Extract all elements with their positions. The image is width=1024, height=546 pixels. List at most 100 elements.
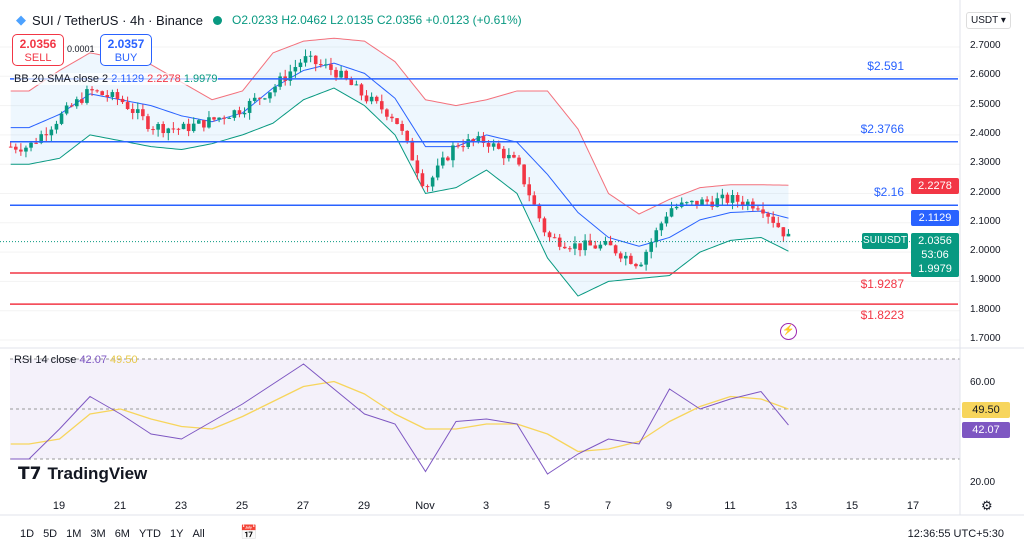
price-axis-label: 1.7000 [970,333,1001,344]
symbol-title[interactable]: SUI / TetherUS · 4h · Binance [32,12,204,28]
candle [547,232,552,238]
candle [507,154,511,159]
candle [242,112,247,115]
candle [156,124,160,130]
candle [451,145,455,161]
range-selector: 1D 5D 1M 3M 6M YTD 1Y All [20,528,205,540]
candle [324,64,328,66]
candle [141,109,145,117]
candle [629,255,633,264]
candle [288,71,293,81]
candle [374,96,379,102]
candle [690,200,694,203]
candle [252,97,257,101]
candle [700,199,704,206]
bb-upper-tag: 2.2278 [911,178,959,194]
candle [390,116,394,119]
bb-basis-line [10,62,789,247]
candle [39,134,43,143]
candle [49,129,54,136]
candle [227,117,232,119]
clock[interactable]: 12:36:55 UTC+5:30 [907,528,1004,540]
candle [80,99,84,103]
candle [598,244,603,249]
candle [400,123,404,131]
candle [430,177,435,187]
rsi-ma-tag: 49.50 [962,402,1010,418]
candle [257,97,262,99]
range-button[interactable]: YTD [138,528,161,540]
candle [532,195,537,205]
candle [354,84,359,86]
candle [557,237,562,247]
ohlc-values: O2.0233 H2.0462 L2.0135 C2.0356 +0.0123 … [232,13,522,27]
candle [583,240,587,251]
tradingview-logo[interactable]: 𝗧𝟳 TradingView [18,464,148,483]
candle [237,110,242,115]
candle [486,142,491,147]
candle [232,110,237,118]
candle [659,223,664,231]
candle [212,117,216,120]
candle [303,56,308,63]
range-button[interactable]: All [192,528,205,540]
candle [344,70,348,79]
date-label: 25 [235,500,249,512]
candle [415,160,420,174]
spread: 0.0001 [67,44,95,54]
candle [385,109,389,117]
range-button[interactable]: 1M [66,528,82,540]
rsi-legend[interactable]: RSI 14 close 42.07 49.50 [14,354,138,366]
candle [176,128,181,130]
buy-button[interactable]: 2.0357 BUY [100,34,152,66]
candle [735,194,740,202]
candle [781,227,786,237]
sell-button[interactable]: 2.0356 SELL [12,34,64,66]
price-axis-label: 1.9000 [970,274,1001,286]
candle [613,245,618,254]
date-label: 5 [543,500,551,512]
lightning-icon[interactable]: ⚡ [780,323,797,340]
candle [263,98,267,100]
candle [34,142,38,144]
date-label: 17 [906,500,920,512]
candle [573,243,577,249]
candle [720,194,725,199]
symbol-tag: SUIUSDT [862,233,908,249]
candle [69,105,74,107]
price-axis-label: 2.3000 [970,157,1001,169]
candle [90,89,94,91]
settings-icon[interactable]: ⚙ [981,498,993,513]
candle [191,123,196,132]
price-axis-label: 2.0000 [970,245,1001,257]
price-level-label: $1.8223 [860,308,904,323]
date-label: 23 [174,500,188,512]
candle [705,199,709,202]
date-label: 29 [357,500,371,512]
range-button[interactable]: 6M [114,528,130,540]
calendar-icon[interactable]: 📅 [240,524,258,540]
candle [85,89,89,103]
range-button[interactable]: 1D [20,528,35,540]
range-button[interactable]: 1Y [169,528,184,540]
price-axis-label: 2.1000 [970,215,1001,227]
candle [745,201,750,206]
date-label: 27 [296,500,310,512]
candle [181,123,186,130]
candle [517,157,521,165]
price-level-label: $2.3766 [860,121,904,136]
range-button[interactable]: 3M [90,528,106,540]
rsi-axis-label: 60.00 [970,377,996,388]
candle [186,123,191,132]
price-level-label: $1.9287 [860,276,904,291]
candle [420,173,425,187]
candle [339,70,343,78]
candle [756,208,760,210]
price-level-label: $2.591 [867,58,904,73]
currency-select[interactable]: USDT ▾ [966,12,1011,29]
candle [120,98,125,103]
candle [542,218,547,233]
range-button[interactable]: 5D [43,528,58,540]
bb-legend[interactable]: BB 20 SMA close 2 2.1129 2.2278 1.9979 [14,73,218,85]
